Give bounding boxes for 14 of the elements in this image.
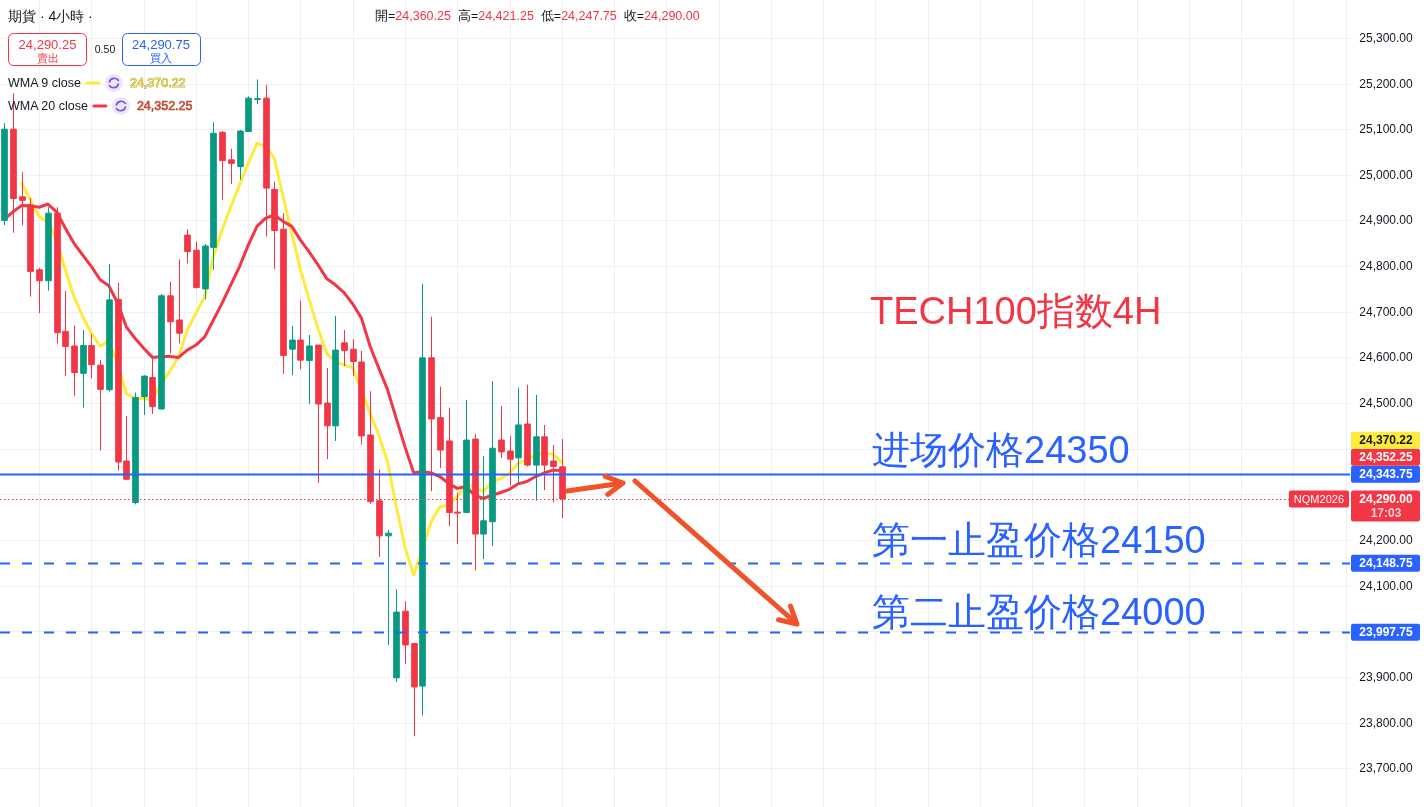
annotation: 高=24,421.25 xyxy=(457,9,534,23)
annotation: 第二止盈价格24000 xyxy=(872,591,1206,633)
annotation: 24,290.25 xyxy=(18,36,77,52)
title: 期貨 · 4小時 · xyxy=(8,8,93,24)
annotation: 收=24,290.00 xyxy=(623,9,700,23)
annotation: 賣出 xyxy=(36,52,59,64)
annotation: 24,290.75 xyxy=(132,36,190,52)
annotation: 0.50 xyxy=(94,43,116,55)
annotation: TECH100指数4H xyxy=(870,290,1162,332)
annotation: 買入 xyxy=(150,52,172,64)
annotation: 開=24,360.25 xyxy=(375,9,451,23)
annotation: 第一止盈价格24150 xyxy=(872,519,1206,561)
annotation: 低=24,247.75 xyxy=(540,9,617,23)
annotation: 进场价格24350 xyxy=(872,429,1130,471)
